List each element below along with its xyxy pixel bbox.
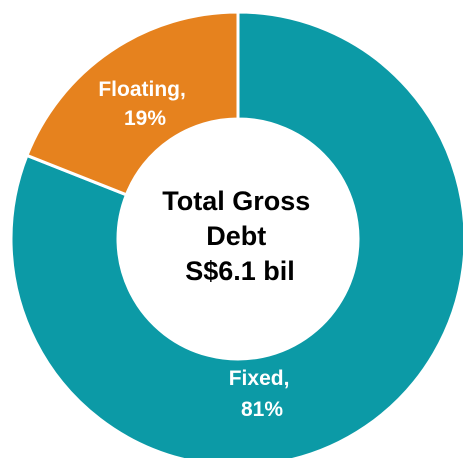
slice-label-floating-value: 19%: [124, 107, 166, 130]
slice-label-fixed-value: 81%: [241, 398, 283, 421]
center-label-line-2: Debt: [206, 221, 266, 251]
slice-labels: Floating, 19% Fixed, 81%: [98, 78, 296, 421]
center-label-line-1: Total Gross: [162, 186, 310, 216]
donut-slices: [9, 10, 463, 458]
slice-label-floating-name: Floating,: [98, 78, 186, 101]
slice-label-fixed-name: Fixed,: [229, 367, 290, 390]
slice-floating: [24, 10, 240, 197]
center-label: Total Gross Debt S$6.1 bil: [162, 186, 318, 286]
slice-label-fixed: Fixed, 81%: [229, 367, 296, 421]
slice-fixed: [9, 10, 463, 458]
slice-label-floating: Floating, 19%: [98, 78, 191, 130]
center-label-line-3: S$6.1 bil: [185, 256, 295, 286]
